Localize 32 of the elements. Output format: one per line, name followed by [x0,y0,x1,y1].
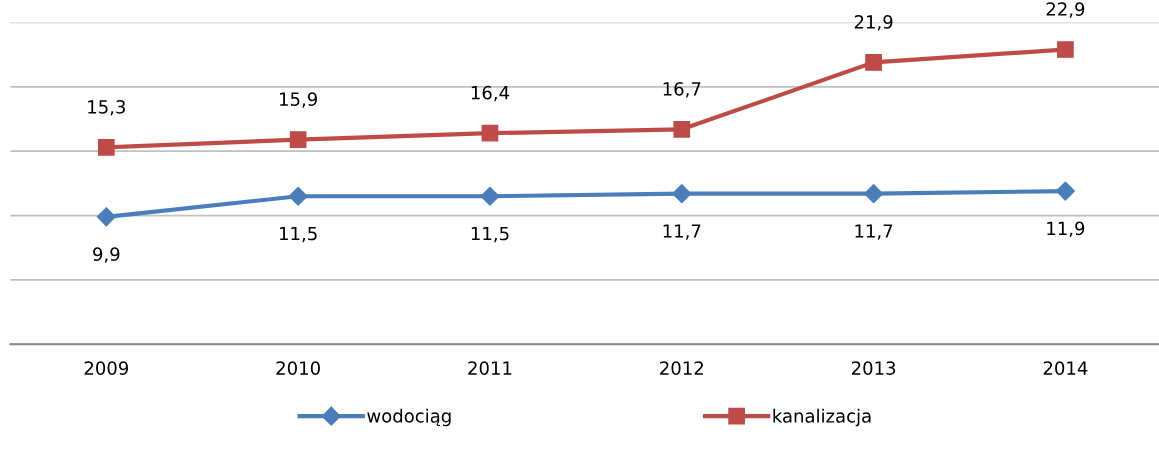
data-label: 16,7 [663,82,701,98]
point [98,139,115,156]
data-label: 11,7 [663,224,701,240]
x-tick-label: 2010 [276,361,320,375]
point [1057,41,1074,58]
legend-label: wodociąg [367,408,451,427]
point [96,207,116,227]
point [480,186,500,206]
x-tick-label: 2011 [468,361,512,375]
data-label: 11,9 [1047,221,1085,238]
x-tick-label: 2009 [84,361,129,375]
data-label: 9,9 [93,247,120,263]
data-label: 11,5 [471,226,509,243]
data-label: 15,9 [280,92,317,108]
data-label: 11,5 [280,226,317,243]
point [288,186,308,206]
data-label: 15,3 [88,100,125,116]
x-tick-label: 2014 [1043,361,1088,375]
point [865,54,882,71]
data-label: 11,7 [855,224,893,240]
legend-label: kanalizacja [773,408,871,427]
point [672,184,692,204]
data-label: 21,9 [854,15,893,31]
point [673,120,691,138]
x-tick-label: 2012 [660,361,703,375]
data-label: 16,4 [471,85,510,102]
point [864,184,884,204]
data-label: 22,9 [1046,2,1085,18]
point [289,131,307,148]
x-tick-label: 2013 [851,361,896,375]
point [481,124,499,142]
point [1055,181,1075,201]
